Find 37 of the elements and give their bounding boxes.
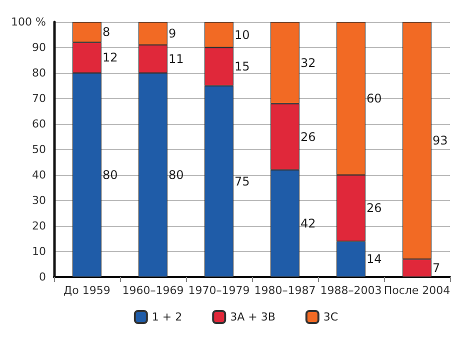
y-tick-label: 40	[32, 168, 46, 182]
x-tick-label: 1988–2003	[320, 284, 382, 297]
data-label: 12	[102, 50, 118, 65]
y-tick-label: 80	[32, 66, 46, 80]
y-tick-label: 50	[32, 143, 46, 156]
data-label: 60	[366, 92, 382, 106]
data-label: 80	[102, 168, 118, 182]
y-tick-label: 100 %	[10, 16, 46, 28]
y-tick-label: 90	[32, 41, 46, 54]
x-tick-label: 1960–1969	[122, 284, 184, 297]
x-tick-label: 1970–1979	[188, 284, 250, 297]
data-label: 9	[168, 26, 176, 40]
data-label: 32	[300, 56, 316, 70]
legend-label: 3A + 3B	[230, 310, 276, 324]
y-tick-label: 30	[32, 194, 46, 207]
legend-label: 3C	[323, 310, 338, 324]
data-label: 15	[234, 60, 250, 74]
y-tick-label: 0	[38, 270, 46, 284]
y-tick-label: 20	[32, 220, 46, 232]
data-label: 7	[432, 261, 440, 276]
data-label: 26	[366, 201, 382, 216]
x-tick-label: После 2004	[384, 284, 450, 297]
x-tick-label: 1980–1987	[254, 284, 316, 297]
y-tick-label: 10	[32, 245, 46, 258]
data-label: 42	[300, 216, 316, 230]
data-label: 8	[102, 25, 110, 40]
data-label: 93	[432, 134, 448, 148]
data-label: 14	[366, 252, 382, 266]
x-tick-label: До 1959	[64, 284, 110, 297]
y-tick-label: 70	[32, 92, 46, 105]
data-label: 10	[234, 28, 250, 42]
legend-label: 1 + 2	[152, 310, 182, 324]
data-label: 80	[168, 168, 184, 182]
data-label: 26	[300, 130, 316, 144]
data-label: 75	[234, 174, 250, 188]
data-label: 11	[168, 52, 184, 66]
y-tick-label: 60	[32, 118, 46, 130]
